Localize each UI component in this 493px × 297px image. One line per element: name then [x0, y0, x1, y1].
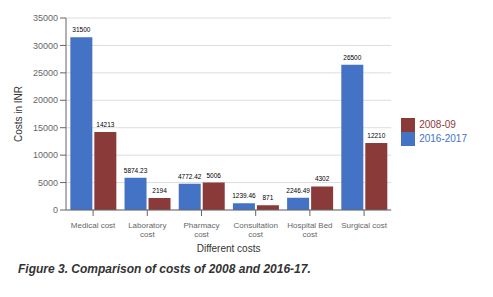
svg-text:12210: 12210 [367, 132, 385, 139]
svg-text:871: 871 [262, 194, 273, 201]
svg-text:5000: 5000 [38, 178, 58, 188]
svg-text:35000: 35000 [33, 13, 58, 23]
svg-text:5874.23: 5874.23 [124, 167, 148, 174]
svg-text:15000: 15000 [33, 123, 58, 133]
html-text:Figure 3. Comparison of costs: Figure 3. Comparison of costs of 2008 an… [18, 262, 311, 276]
svg-text:2194: 2194 [152, 187, 167, 194]
svg-text:14213: 14213 [96, 121, 114, 128]
svg-text:30000: 30000 [33, 41, 58, 51]
svg-text:20000: 20000 [33, 95, 58, 105]
svg-text:Surgical cost: Surgical cost [341, 221, 388, 230]
svg-text:0: 0 [53, 205, 58, 215]
html-text:2016-2017: 2016-2017 [419, 132, 467, 144]
svg-text:4772.42: 4772.42 [178, 173, 202, 180]
svg-text:2246.49: 2246.49 [286, 187, 310, 194]
svg-text:26500: 26500 [343, 54, 361, 61]
svg-text:4302: 4302 [315, 175, 330, 182]
svg-text:25000: 25000 [33, 68, 58, 78]
svg-text:31500: 31500 [72, 26, 90, 33]
svg-text:Consultationcost: Consultationcost [233, 221, 277, 239]
html-text:2008-09: 2008-09 [419, 118, 456, 130]
svg-text:Medical cost: Medical cost [71, 221, 116, 230]
svg-text:Hospital Bedcost: Hospital Bedcost [287, 221, 332, 239]
svg-text:5006: 5006 [206, 172, 221, 179]
svg-text:Pharmacycost: Pharmacycost [183, 221, 219, 239]
svg-text:Laboratorycost: Laboratorycost [128, 221, 166, 239]
svg-text:Different costs: Different costs [197, 243, 261, 254]
svg-text:10000: 10000 [33, 150, 58, 160]
svg-text:1239.46: 1239.46 [232, 192, 256, 199]
svg-text:Costs in INR: Costs in INR [13, 86, 24, 142]
